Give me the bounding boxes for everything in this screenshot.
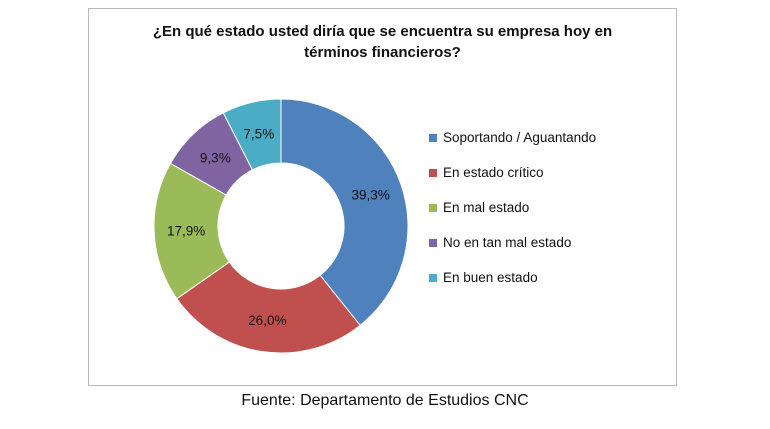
legend-item-buen-estado: En buen estado [429, 260, 596, 295]
donut-chart: 39,3% 26,0% 17,9% 9,3% 7,5% [153, 98, 409, 354]
legend-item-mal-estado: En mal estado [429, 190, 596, 225]
data-label-1: 26,0% [248, 313, 286, 328]
chart-title-line-1: ¿En qué estado usted diría que se encuen… [152, 23, 613, 40]
donut-slice-1 [176, 261, 361, 354]
legend-item-no-tan-mal: No en tan mal estado [429, 225, 596, 260]
legend-label: No en tan mal estado [443, 235, 572, 250]
legend-label: En mal estado [443, 200, 530, 215]
source-note: Fuente: Departamento de Estudios CNC [241, 392, 529, 409]
donut-slice-2 [153, 162, 231, 300]
data-label-0: 39,3% [352, 188, 390, 203]
chart-title-line-2: términos financieros? [304, 44, 461, 61]
legend-swatch [429, 273, 437, 282]
legend-label: En buen estado [443, 270, 538, 285]
legend-swatch [429, 238, 437, 247]
legend-swatch [429, 133, 437, 142]
legend-item-critico: En estado crítico [429, 155, 596, 190]
chart-frame: ¿En qué estado usted diría que se encuen… [88, 8, 677, 386]
donut-slice-0 [280, 98, 409, 327]
chart-legend: Soportando / Aguantando En estado crític… [429, 120, 596, 295]
legend-label: Soportando / Aguantando [443, 130, 597, 145]
legend-swatch [429, 168, 437, 177]
data-label-4: 7,5% [243, 127, 274, 142]
donut-slice-4 [222, 98, 282, 171]
legend-label: En estado crítico [443, 165, 544, 180]
legend-item-soportando: Soportando / Aguantando [429, 120, 596, 155]
legend-swatch [429, 203, 437, 212]
data-label-2: 17,9% [167, 223, 205, 238]
chart-title: ¿En qué estado usted diría que se encuen… [89, 21, 676, 63]
data-label-3: 9,3% [200, 150, 231, 165]
